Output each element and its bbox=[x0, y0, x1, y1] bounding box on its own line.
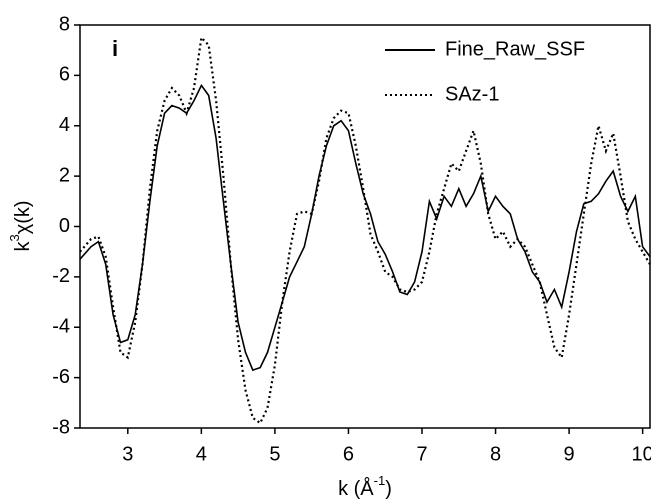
x-axis-label: k (Å-1) bbox=[338, 473, 392, 500]
x-tick-label: 6 bbox=[343, 443, 354, 465]
plot-frame bbox=[79, 24, 651, 429]
y-tick-label: -4 bbox=[52, 316, 70, 338]
y-tick-label: 0 bbox=[59, 215, 70, 237]
x-label-part: ) bbox=[385, 478, 392, 500]
y-label-sup: 3 bbox=[7, 234, 22, 241]
x-label-sup: -1 bbox=[374, 473, 386, 488]
x-tick-label: 3 bbox=[122, 443, 133, 465]
series-line bbox=[79, 83, 651, 372]
x-tick-label: 7 bbox=[416, 443, 427, 465]
y-label-part: k bbox=[12, 241, 34, 252]
y-tick-label: 4 bbox=[59, 114, 70, 136]
legend-label: Fine_Raw_SSF bbox=[445, 38, 585, 60]
y-tick-label: 8 bbox=[59, 13, 70, 35]
y-tick-label: -8 bbox=[52, 416, 70, 438]
y-axis-label: k3χ(k) bbox=[7, 200, 34, 251]
y-tick-label: -6 bbox=[52, 366, 70, 388]
panel-label: i bbox=[112, 36, 118, 61]
x-tick-label: 10 bbox=[632, 443, 651, 465]
y-tick-label: -2 bbox=[52, 265, 70, 287]
series-line bbox=[79, 35, 651, 425]
legend-label: SAz-1 bbox=[445, 83, 499, 105]
x-tick-label: 8 bbox=[490, 443, 501, 465]
y-tick-label: 2 bbox=[59, 164, 70, 186]
y-label-part: χ(k) bbox=[12, 200, 34, 234]
x-tick-label: 5 bbox=[269, 443, 280, 465]
x-tick-label: 9 bbox=[564, 443, 575, 465]
x-label-part: k (Å bbox=[338, 477, 374, 500]
y-tick-label: 6 bbox=[59, 64, 70, 86]
x-tick-label: 4 bbox=[196, 443, 207, 465]
